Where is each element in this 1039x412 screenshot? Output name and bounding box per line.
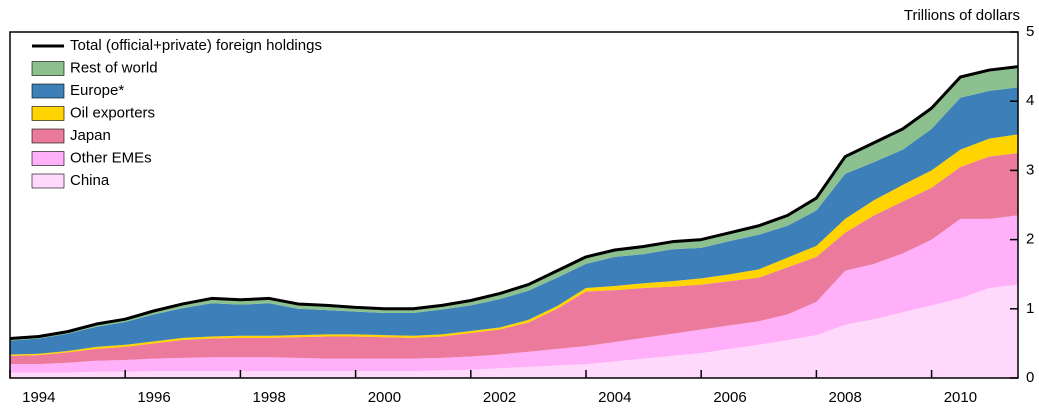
y-tick-label: 5 xyxy=(1026,23,1034,40)
y-tick-label: 0 xyxy=(1026,369,1034,386)
legend-label: Oil exporters xyxy=(70,104,155,121)
legend-swatch xyxy=(31,83,65,99)
legend-swatch xyxy=(31,173,65,189)
x-tick-label: 2010 xyxy=(944,389,977,406)
legend-label: China xyxy=(70,172,110,189)
legend-swatch xyxy=(31,106,65,121)
x-tick-label: 2004 xyxy=(598,389,631,406)
legend-label: Rest of world xyxy=(70,59,158,76)
plot-frame xyxy=(9,31,1019,379)
x-tick-label: 1994 xyxy=(22,389,55,406)
x-tick-label: 1998 xyxy=(253,389,286,406)
legend-swatch xyxy=(31,151,65,166)
y-tick-label: 4 xyxy=(1026,92,1034,109)
area xyxy=(10,284,1018,378)
legend-label: Total (official+private) foreign holding… xyxy=(70,37,322,54)
y-tick-label: 3 xyxy=(1026,161,1034,178)
x-tick-label: 2008 xyxy=(829,389,862,406)
y-tick-label: 2 xyxy=(1026,231,1034,248)
legend-swatch xyxy=(31,61,65,76)
total-line xyxy=(9,65,1019,341)
area xyxy=(10,153,1018,365)
area xyxy=(10,87,1018,355)
area xyxy=(10,66,1018,341)
y-tick-label: 1 xyxy=(1026,300,1034,317)
area xyxy=(10,215,1018,373)
legend-swatch xyxy=(31,128,65,144)
legend-label: Other EMEs xyxy=(70,149,152,166)
y-axis-label: Trillions of dollars xyxy=(904,7,1020,24)
legend-label: Europe* xyxy=(70,82,124,99)
x-tick-label: 2000 xyxy=(368,389,401,406)
x-tick-label: 2002 xyxy=(483,389,516,406)
x-tick-label: 2006 xyxy=(713,389,746,406)
legend-label: Japan xyxy=(70,127,111,144)
x-tick-label: 1996 xyxy=(137,389,170,406)
